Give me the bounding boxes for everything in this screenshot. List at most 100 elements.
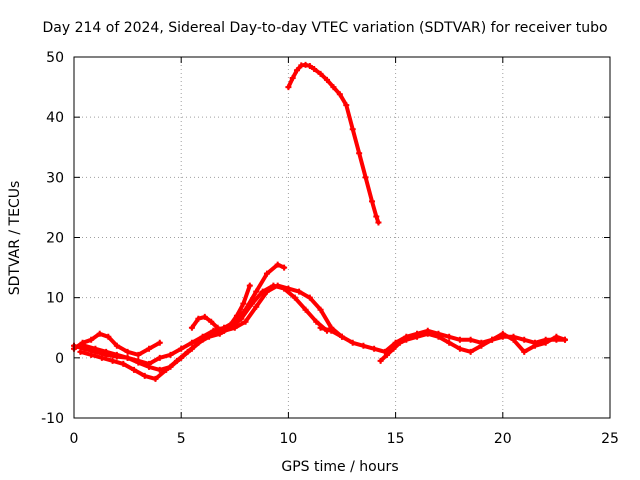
data-point bbox=[478, 342, 485, 349]
y-tick-label: 30 bbox=[46, 170, 64, 186]
data-point bbox=[274, 282, 281, 289]
data-point bbox=[210, 330, 217, 337]
data-point bbox=[98, 354, 105, 361]
data-point bbox=[384, 351, 391, 358]
series-arc-late-2 bbox=[378, 331, 567, 363]
data-point bbox=[105, 333, 112, 340]
data-point bbox=[356, 150, 363, 157]
y-tick-label: -10 bbox=[41, 411, 64, 427]
x-tick-label: 10 bbox=[279, 431, 297, 447]
grid-lines bbox=[74, 57, 610, 418]
data-point bbox=[113, 351, 120, 358]
data-point bbox=[311, 66, 318, 73]
data-point bbox=[289, 75, 296, 82]
series-arc-mid bbox=[189, 283, 252, 333]
data-point bbox=[330, 84, 337, 91]
data-point bbox=[396, 339, 403, 346]
data-point bbox=[467, 348, 474, 355]
y-tick-label: 10 bbox=[46, 291, 64, 307]
data-point bbox=[323, 76, 330, 83]
data-point bbox=[377, 357, 384, 364]
data-point bbox=[178, 345, 185, 352]
data-point bbox=[96, 330, 103, 337]
data-point bbox=[201, 313, 208, 320]
data-point bbox=[296, 288, 303, 295]
data-point bbox=[510, 336, 517, 343]
data-point bbox=[456, 345, 463, 352]
data-point bbox=[233, 312, 240, 319]
data-point bbox=[246, 282, 253, 289]
data-series bbox=[71, 61, 568, 382]
data-point bbox=[103, 348, 110, 355]
data-point bbox=[414, 333, 421, 340]
data-point bbox=[188, 345, 195, 352]
x-tick-label: 5 bbox=[177, 431, 186, 447]
data-point bbox=[156, 366, 163, 373]
data-point bbox=[293, 67, 300, 74]
data-point bbox=[135, 359, 142, 366]
data-point bbox=[317, 324, 324, 331]
data-point bbox=[109, 357, 116, 364]
x-tick-label: 25 bbox=[601, 431, 619, 447]
data-point bbox=[381, 348, 388, 355]
x-tick-label: 15 bbox=[387, 431, 405, 447]
x-tick-label: 20 bbox=[494, 431, 512, 447]
data-point bbox=[208, 318, 215, 325]
data-point bbox=[131, 366, 138, 373]
data-point bbox=[77, 348, 84, 355]
data-point bbox=[561, 336, 568, 343]
data-point bbox=[313, 318, 320, 325]
data-point bbox=[456, 336, 463, 343]
data-point bbox=[306, 294, 313, 301]
data-point bbox=[369, 198, 376, 205]
data-point bbox=[146, 363, 153, 370]
data-point bbox=[446, 339, 453, 346]
data-point bbox=[360, 342, 367, 349]
data-point bbox=[339, 333, 345, 340]
data-point bbox=[124, 348, 131, 355]
y-tick-label: 40 bbox=[46, 110, 64, 126]
x-tick-label: 0 bbox=[70, 431, 79, 447]
data-point bbox=[302, 306, 309, 313]
data-point bbox=[521, 336, 528, 343]
data-point bbox=[152, 375, 159, 382]
data-point bbox=[88, 336, 95, 343]
data-point bbox=[281, 264, 288, 271]
data-point bbox=[253, 288, 260, 295]
data-point bbox=[135, 351, 142, 358]
data-point bbox=[240, 300, 247, 307]
data-point bbox=[113, 342, 120, 349]
data-point bbox=[328, 327, 335, 334]
data-point bbox=[199, 336, 206, 343]
data-point bbox=[489, 336, 496, 343]
data-point bbox=[403, 336, 410, 343]
data-point bbox=[195, 315, 202, 322]
data-point bbox=[248, 300, 255, 307]
data-point bbox=[362, 174, 369, 181]
data-point bbox=[231, 324, 238, 331]
data-point bbox=[214, 324, 221, 331]
data-point bbox=[79, 339, 86, 346]
data-point bbox=[285, 285, 292, 292]
data-point bbox=[435, 333, 442, 340]
data-point bbox=[285, 84, 292, 91]
series-arc-main-3 bbox=[82, 283, 344, 372]
data-point bbox=[156, 339, 163, 346]
data-point bbox=[263, 270, 270, 277]
y-tick-label: 0 bbox=[55, 351, 64, 367]
data-point bbox=[390, 345, 397, 352]
data-point bbox=[188, 339, 195, 346]
data-point bbox=[349, 126, 356, 133]
data-point bbox=[167, 363, 174, 370]
data-point bbox=[146, 345, 153, 352]
data-point bbox=[373, 213, 380, 220]
series-arc-early bbox=[72, 331, 162, 357]
series-arc-main-2 bbox=[78, 283, 329, 381]
data-point bbox=[120, 360, 127, 367]
data-point bbox=[375, 219, 382, 226]
data-point bbox=[553, 333, 560, 340]
data-point bbox=[499, 330, 506, 337]
data-point bbox=[178, 354, 185, 361]
data-point bbox=[446, 333, 453, 340]
